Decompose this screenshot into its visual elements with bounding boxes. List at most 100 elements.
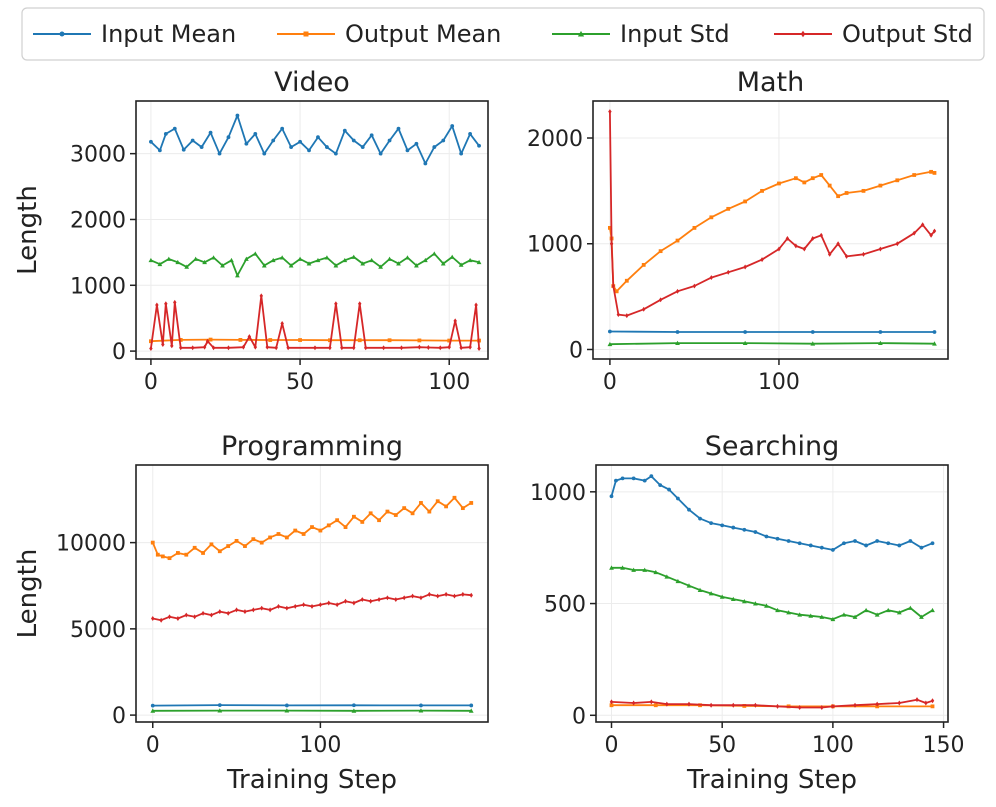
data-point-input-mean (217, 151, 222, 156)
data-point-output-mean (760, 188, 764, 193)
data-point-input-std (810, 341, 816, 346)
chart-title: Math (737, 67, 805, 98)
data-point-input-mean (930, 541, 935, 546)
data-point-output-std (310, 603, 314, 609)
data-point-input-std (819, 614, 825, 619)
data-point-output-std (641, 306, 646, 312)
data-point-input-mean (775, 536, 780, 541)
chart-title: Searching (705, 431, 840, 462)
data-point-input-mean (226, 135, 231, 140)
x-axis-label: Training Step (226, 765, 397, 795)
data-point-input-mean (764, 534, 769, 539)
data-point-output-std (151, 616, 155, 621)
data-point-output-std (385, 595, 390, 601)
data-point-input-std (468, 708, 474, 713)
data-point-input-std (261, 263, 267, 268)
data-point-output-mean (827, 183, 832, 188)
x-tick-label: 0 (146, 733, 160, 758)
data-point-input-mean (919, 545, 924, 550)
data-point-input-mean (642, 478, 647, 483)
data-point-output-std (819, 232, 823, 238)
data-point-input-std (284, 708, 290, 713)
data-point-output-std (743, 264, 747, 270)
data-point-input-mean (271, 138, 276, 143)
data-point-output-std (247, 334, 252, 340)
data-point-output-mean (268, 338, 273, 342)
data-point-input-std (431, 251, 437, 256)
data-point-input-mean (875, 539, 880, 543)
data-point-output-mean (427, 509, 432, 514)
data-point-output-std (149, 345, 153, 351)
x-tick-label: 100 (758, 370, 800, 395)
data-point-output-std (895, 241, 900, 247)
data-point-output-mean (658, 249, 663, 254)
data-point-input-mean (284, 703, 289, 708)
data-point-input-mean (477, 143, 481, 148)
data-point-input-std (764, 603, 769, 608)
data-point-output-std (293, 603, 297, 609)
data-point-output-mean (293, 528, 298, 533)
data-point-input-mean (450, 124, 455, 128)
data-point-output-std (280, 320, 284, 326)
data-point-output-mean (410, 511, 415, 516)
data-point-output-std (426, 345, 431, 350)
data-point-input-mean (797, 541, 802, 546)
data-point-output-std (932, 228, 937, 234)
data-point-input-std (730, 596, 736, 601)
series-input-mean (609, 474, 935, 552)
data-point-input-mean (360, 145, 365, 149)
data-point-input-mean (190, 138, 195, 143)
data-point-output-mean (802, 180, 807, 185)
data-point-output-std (709, 275, 714, 281)
data-point-output-std (444, 591, 448, 597)
data-point-input-mean (608, 329, 612, 334)
data-point-output-std (794, 243, 798, 249)
series-line-output-std (150, 294, 480, 349)
data-point-output-mean (335, 518, 340, 523)
y-tick-label: 500 (544, 593, 586, 618)
chart-title: Video (274, 67, 350, 98)
data-point-input-std (288, 263, 294, 268)
data-point-input-std (360, 261, 366, 266)
data-point-output-std (726, 269, 730, 275)
data-point-input-std (324, 255, 330, 260)
plot-frame (592, 100, 949, 360)
legend-marker-input-mean (59, 31, 65, 37)
series-output-mean (150, 495, 474, 561)
data-point-input-mean (199, 145, 204, 149)
data-point-output-std (753, 702, 758, 708)
series-input-mean (608, 329, 937, 334)
data-point-input-std (252, 251, 258, 256)
data-point-output-mean (360, 520, 365, 524)
plot-frame (135, 100, 489, 360)
data-point-input-std (786, 610, 791, 615)
data-point-output-mean (609, 703, 614, 708)
data-point-output-mean (343, 525, 348, 529)
series-line-input-std (150, 252, 480, 277)
data-point-output-std (205, 338, 210, 344)
data-point-output-mean (149, 339, 153, 344)
data-point-input-std (405, 255, 410, 260)
data-point-input-mean (396, 126, 401, 131)
data-point-input-std (808, 613, 814, 618)
y-tick-label: 0 (112, 340, 126, 365)
data-point-input-mean (150, 703, 155, 708)
data-point-output-mean (243, 544, 247, 548)
data-point-input-mean (743, 330, 748, 334)
data-point-output-std (609, 699, 614, 705)
data-point-input-std (418, 708, 424, 713)
data-point-output-std (675, 288, 680, 294)
data-point-input-mean (687, 507, 691, 512)
data-point-input-mean (667, 487, 671, 492)
data-point-input-std (919, 614, 924, 619)
data-point-output-std (243, 609, 247, 615)
data-point-input-mean (459, 151, 464, 156)
data-point-input-std (775, 607, 780, 613)
data-point-input-std (333, 263, 339, 268)
data-point-output-mean (276, 532, 281, 536)
data-point-input-std (202, 259, 207, 265)
data-point-input-mean (316, 135, 320, 140)
data-point-output-mean (878, 183, 883, 188)
y-axis-label: Length (13, 549, 43, 639)
